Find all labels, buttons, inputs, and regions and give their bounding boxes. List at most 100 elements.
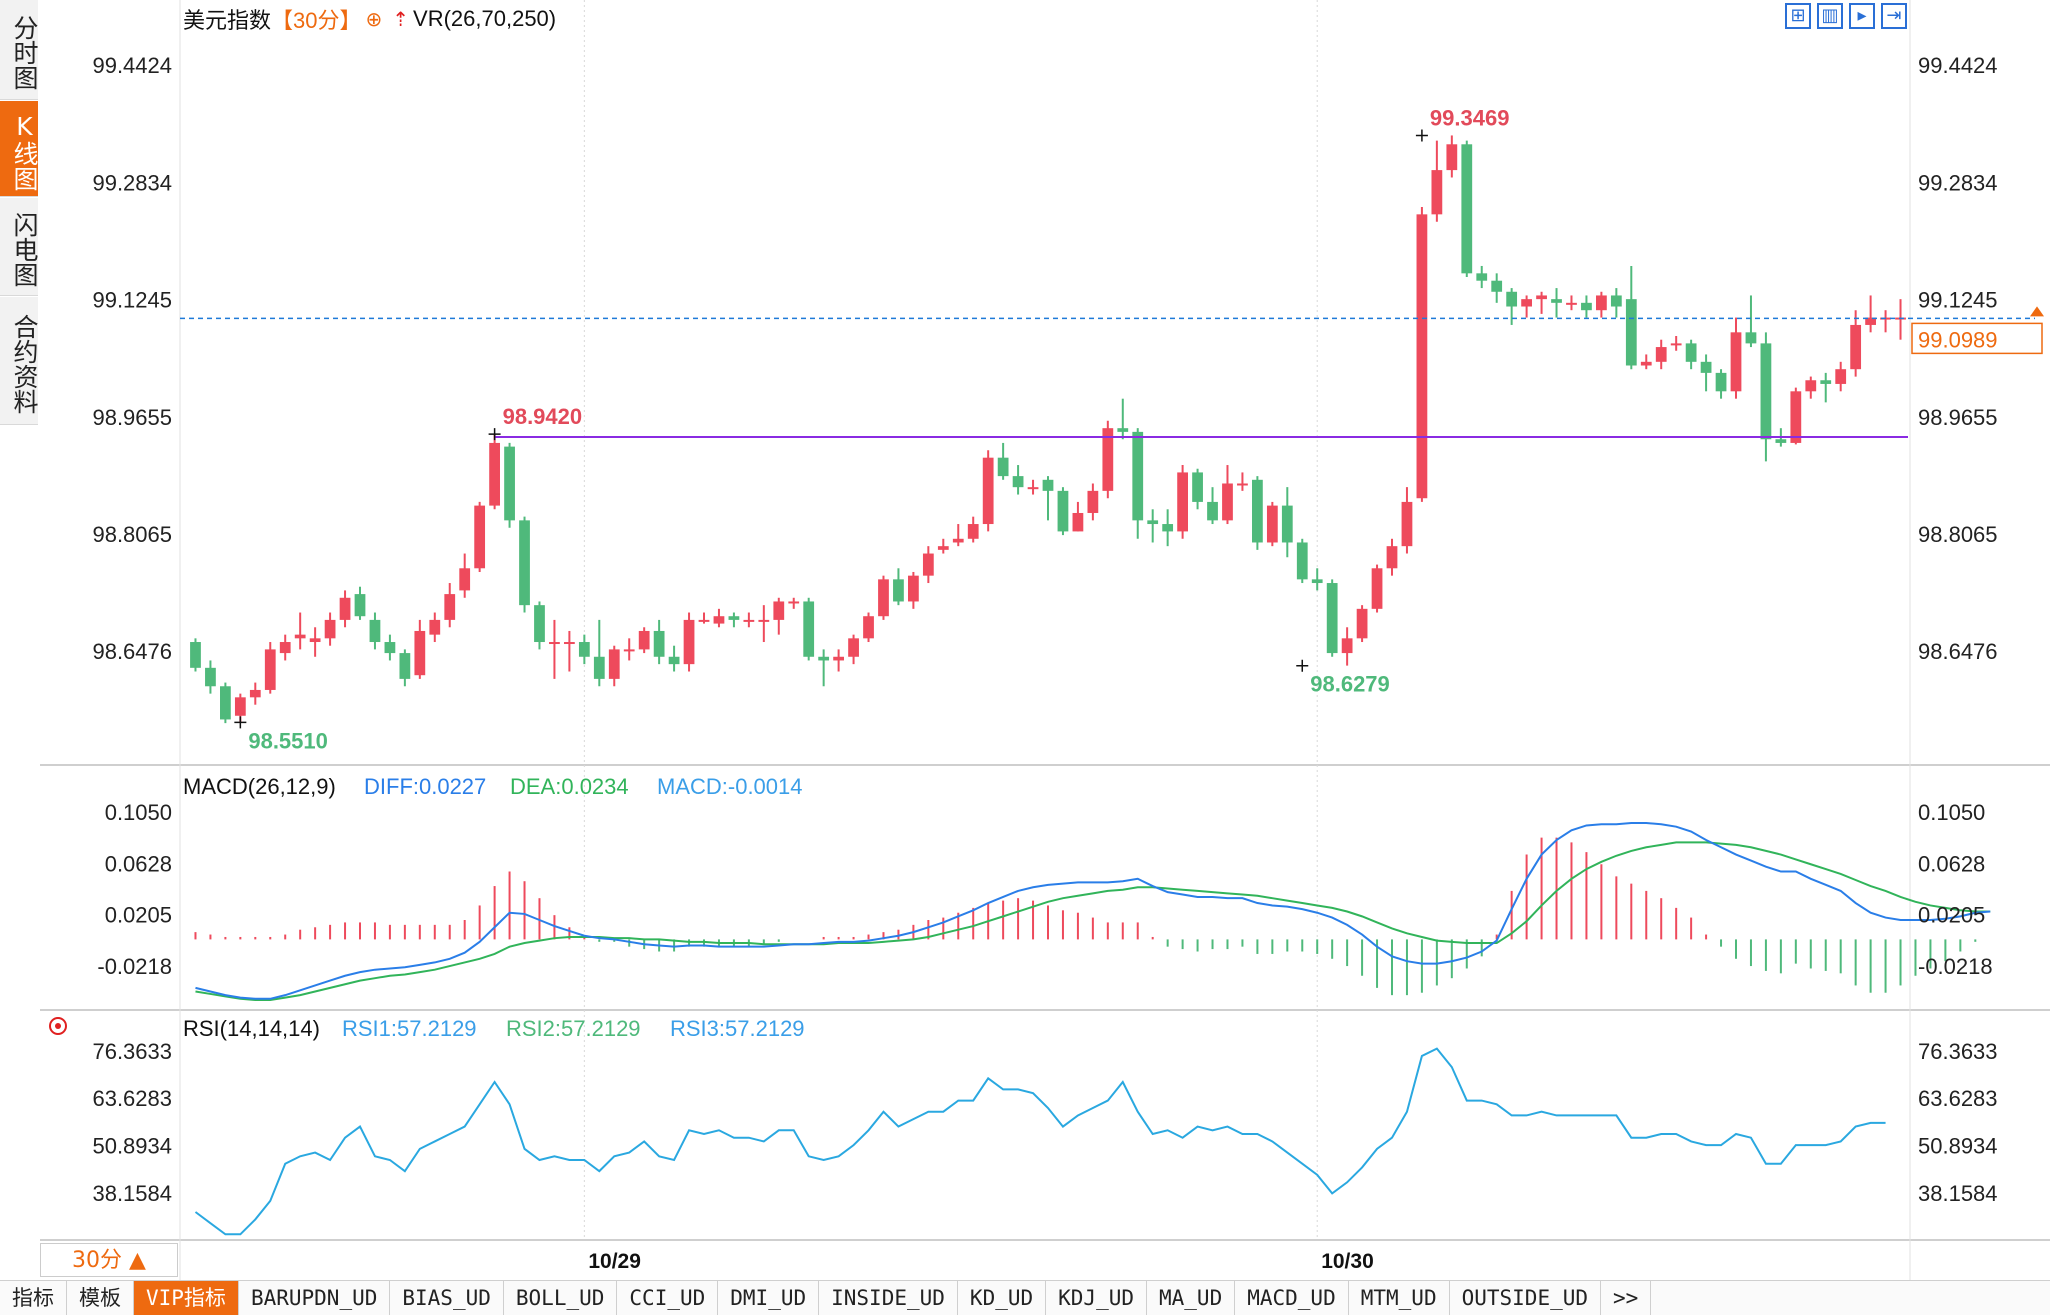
candle-body (1102, 428, 1114, 491)
candle-body (698, 619, 710, 622)
rsi-title: RSI(14,14,14) (183, 1016, 320, 1041)
y-tick-left: 99.4424 (92, 53, 172, 78)
candle-body (1401, 501, 1413, 547)
candle-body (1775, 439, 1787, 443)
candle-body (1625, 299, 1637, 366)
candle-body (1521, 299, 1532, 307)
candle-body (249, 689, 261, 698)
candle-body (937, 546, 949, 550)
macd-y-tick-left: -0.0218 (97, 954, 172, 979)
extreme-marker-icon (1296, 659, 1309, 672)
macd-diff-line (195, 822, 1991, 1000)
tab-timeshare[interactable]: 分时图 (0, 0, 39, 100)
tab-kdj[interactable]: KDJ_UD (1046, 1281, 1147, 1315)
candle-body (653, 630, 665, 657)
candle-body (279, 642, 291, 654)
tab-mtm[interactable]: MTM_UD (1349, 1281, 1450, 1315)
tab-dmi[interactable]: DMI_UD (718, 1281, 820, 1315)
candle-body (908, 575, 919, 602)
candle-body (429, 619, 441, 635)
candle-body (1820, 380, 1832, 384)
extreme-label: 99.3469 (1430, 106, 1510, 131)
candle-body (1655, 347, 1667, 362)
macd-y-tick-left: 0.1050 (105, 800, 172, 825)
period-label[interactable]: 【30分】 (271, 8, 362, 33)
tab-timeshare-label: 分时图 (10, 15, 39, 90)
tab-outside[interactable]: OUTSIDE_UD (1450, 1281, 1602, 1315)
rsi-line (194, 1047, 1886, 1236)
candlestick-panel: 99.0989 98.5510 98.9420 99.3469 98.6279 (180, 106, 2044, 753)
candle-body (922, 553, 934, 576)
arrow-up-icon: ⇡ (392, 8, 410, 31)
y-tick-left: 98.9655 (92, 405, 172, 430)
candle-body (234, 697, 246, 716)
rsi-y-tick-left: 76.3633 (92, 1039, 172, 1064)
candle-body (1461, 144, 1473, 274)
tab-macd[interactable]: MACD_UD (1235, 1281, 1349, 1315)
rsi3-legend: RSI3:57.2129 (670, 1016, 805, 1041)
candle-body (713, 616, 725, 624)
candle-body (1640, 361, 1652, 366)
tab-contract-info-label: 合约资料 (10, 313, 39, 414)
candle-body (1266, 505, 1278, 543)
price-marker-icon (2030, 306, 2044, 317)
tab-contract-info[interactable]: 合约资料 (0, 297, 39, 425)
tab-more[interactable]: >> (1601, 1281, 1652, 1315)
macd-y-tick-right: -0.0218 (1918, 954, 1993, 979)
play-icon[interactable]: ▸ (1849, 3, 1875, 29)
candle-body (1207, 501, 1218, 521)
candle-body (190, 642, 201, 668)
gridlines (40, 0, 2050, 1280)
chart-icon[interactable]: ▥ (1817, 3, 1843, 29)
rsi-y-tick-right: 63.6283 (1918, 1086, 1998, 1111)
candle-body (1596, 295, 1607, 311)
candle-body (893, 579, 904, 602)
candle-body (668, 656, 680, 665)
indicator-tabbar: 指标 模板 VIP指标 BARUPDN_UD BIAS_UD BOLL_UD C… (0, 1280, 2050, 1315)
candle-body (1237, 483, 1248, 486)
y-tick-left: 99.2834 (92, 170, 172, 195)
macd-diff-legend: DIFF:0.0227 (364, 774, 486, 799)
candle-body (1177, 472, 1188, 532)
candle-body (803, 601, 815, 657)
candle-body (1670, 343, 1682, 346)
candle-body (1581, 302, 1592, 311)
rsi-panel: RSI(14,14,14) RSI1:57.2129 RSI2:57.2129 RSI… (49, 1016, 1886, 1236)
tab-cci[interactable]: CCI_UD (617, 1281, 719, 1315)
extreme-marker-icon (1415, 129, 1428, 142)
tab-templates[interactable]: 模板 (67, 1281, 134, 1315)
candle-body (1386, 546, 1398, 569)
grid-icon[interactable]: ⊞ (1785, 3, 1811, 29)
add-icon[interactable]: ⊕ (365, 8, 383, 31)
x-tick-label: 10/29 (588, 1250, 641, 1273)
tab-inside[interactable]: INSIDE_UD (819, 1281, 958, 1315)
period-selector[interactable]: 30分 ▲ (40, 1243, 178, 1277)
tab-bias[interactable]: BIAS_UD (390, 1281, 504, 1315)
tab-boll[interactable]: BOLL_UD (504, 1281, 618, 1315)
candle-body (833, 656, 844, 661)
candle-body (1356, 608, 1368, 639)
candle-body (384, 642, 396, 654)
candle-body (1087, 490, 1099, 513)
tab-vip-indicators[interactable]: VIP指标 (134, 1281, 239, 1315)
tab-flash[interactable]: 闪电图 (0, 198, 39, 296)
candle-body (369, 619, 381, 643)
candle-body (220, 686, 231, 720)
candle-body (1326, 583, 1338, 654)
tab-barupdn[interactable]: BARUPDN_UD (239, 1281, 391, 1315)
candle-body (309, 638, 321, 643)
tab-kd[interactable]: KD_UD (958, 1281, 1047, 1315)
candle-body (1012, 476, 1024, 488)
tab-kline[interactable]: K线图 (0, 101, 39, 197)
candle-body (952, 538, 964, 543)
macd-y-tick-left: 0.0628 (105, 851, 172, 876)
candle-body (1042, 479, 1054, 491)
extreme-marker-icon (488, 428, 501, 441)
tab-ma[interactable]: MA_UD (1147, 1281, 1236, 1315)
y-tick-right: 98.8065 (1918, 522, 1998, 547)
chart-header: 美元指数 【30分】 ⊕ ⇡ VR(26,70,250) (183, 4, 556, 34)
export-icon[interactable]: ⇥ (1881, 3, 1907, 29)
tab-indicators[interactable]: 指标 (0, 1281, 67, 1315)
extreme-label: 98.9420 (503, 404, 583, 429)
y-tick-left: 99.1245 (92, 288, 172, 313)
